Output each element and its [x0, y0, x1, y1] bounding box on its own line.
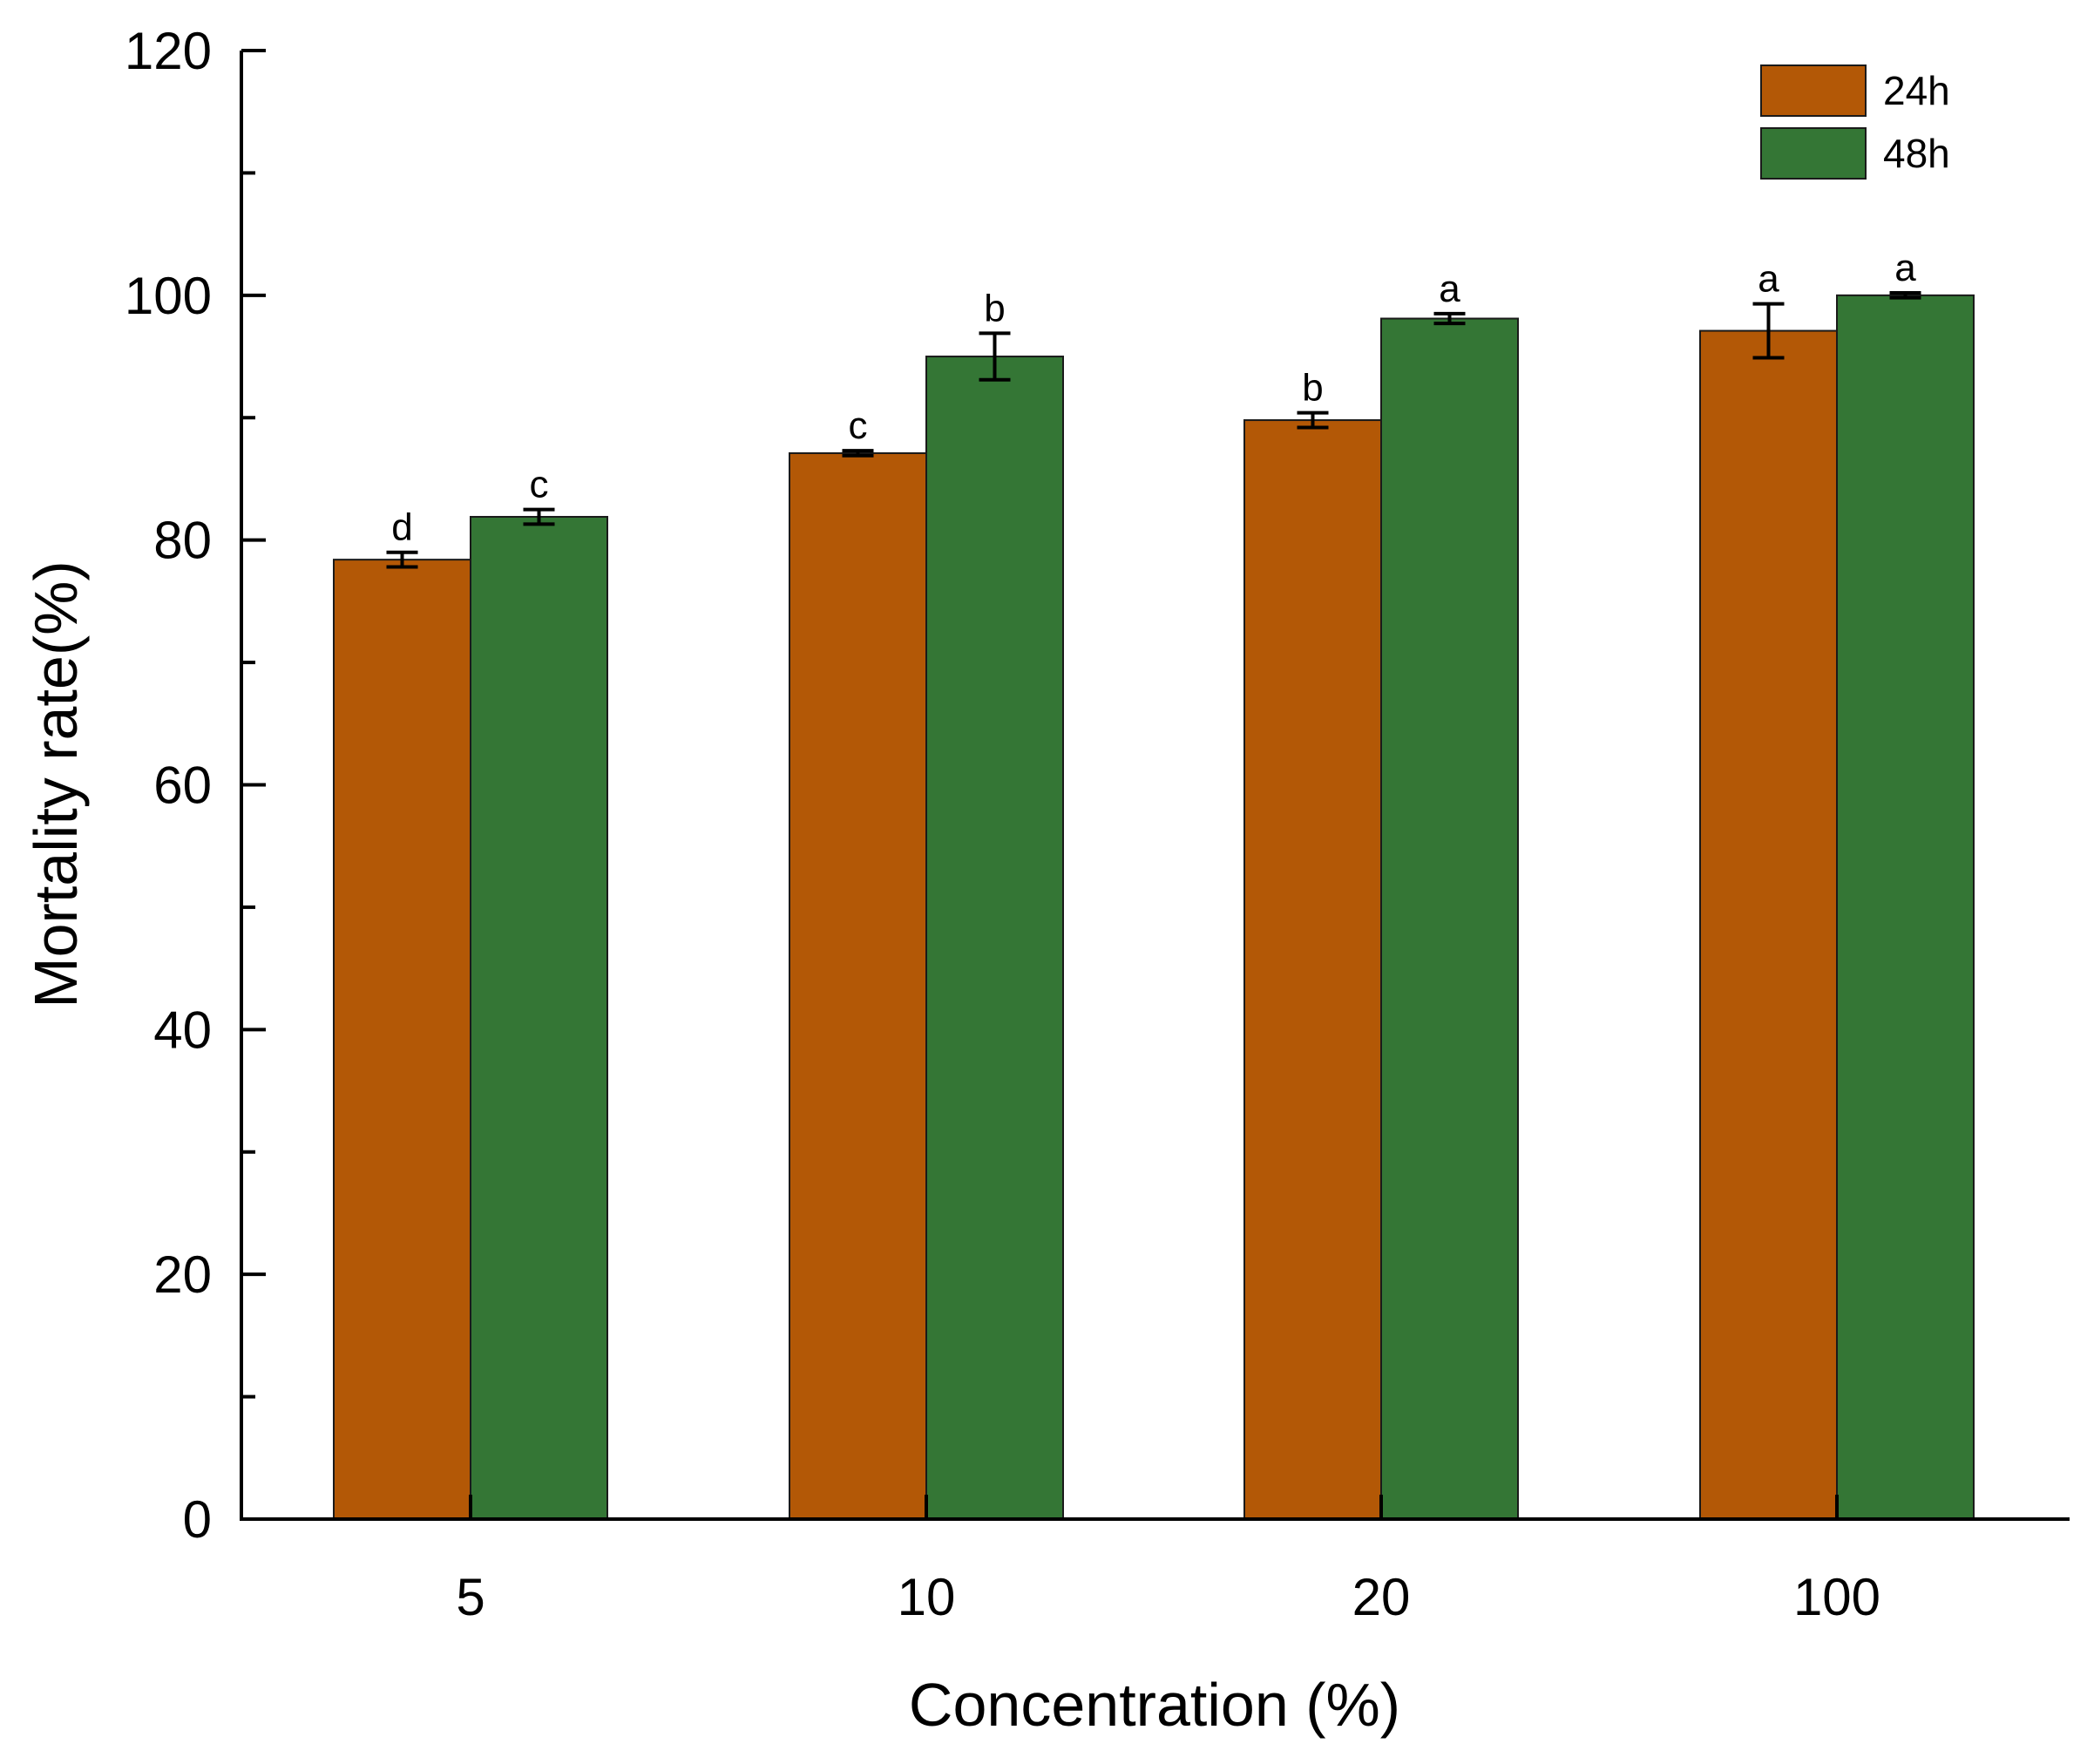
y-tick-label: 120 [125, 22, 212, 80]
bar-48h-20 [1380, 317, 1519, 1521]
y-tick-label: 100 [125, 267, 212, 325]
significance-label: c [530, 464, 549, 506]
bar-48h-100 [1836, 294, 1975, 1520]
y-tick-label: 60 [153, 756, 212, 815]
bar-24h-5 [333, 559, 471, 1521]
bars-layer [333, 291, 1975, 1521]
bar-48h-10 [925, 356, 1064, 1521]
legend-swatch-48h [1760, 127, 1867, 180]
significance-label: d [391, 506, 412, 549]
bar-24h-20 [1243, 419, 1382, 1520]
x-tick-label: 5 [456, 1568, 484, 1626]
significance-label: a [1439, 268, 1460, 310]
significance-label: a [1894, 247, 1916, 289]
x-tick-label: 10 [898, 1568, 956, 1626]
legend-swatch-24h [1760, 64, 1867, 117]
y-tick-label: 40 [153, 1001, 212, 1059]
x-tick-label: 100 [1793, 1568, 1880, 1626]
labels-layer: d c b a c b a a [391, 247, 1916, 549]
significance-label: b [1302, 367, 1323, 410]
bar-24h-100 [1699, 329, 1838, 1520]
x-axis-title: Concentration (%) [909, 1671, 1400, 1739]
legend-label-48h: 48h [1883, 131, 1950, 176]
bar-48h-5 [470, 515, 608, 1520]
legend-label-24h: 24h [1883, 68, 1950, 113]
y-tick-label: 0 [183, 1490, 212, 1549]
bar-24h-10 [789, 451, 927, 1520]
significance-label: b [984, 287, 1005, 329]
x-tick-label: 20 [1352, 1568, 1411, 1626]
significance-label: a [1758, 258, 1779, 301]
y-tick-label: 20 [153, 1245, 212, 1304]
ticks-layer: 0 20 40 60 80 100 120 5 10 20 100 [125, 22, 1880, 1626]
y-axis-title: Mortality rate(%) [22, 560, 90, 1008]
significance-label: c [849, 404, 868, 447]
y-tick-label: 80 [153, 512, 212, 570]
